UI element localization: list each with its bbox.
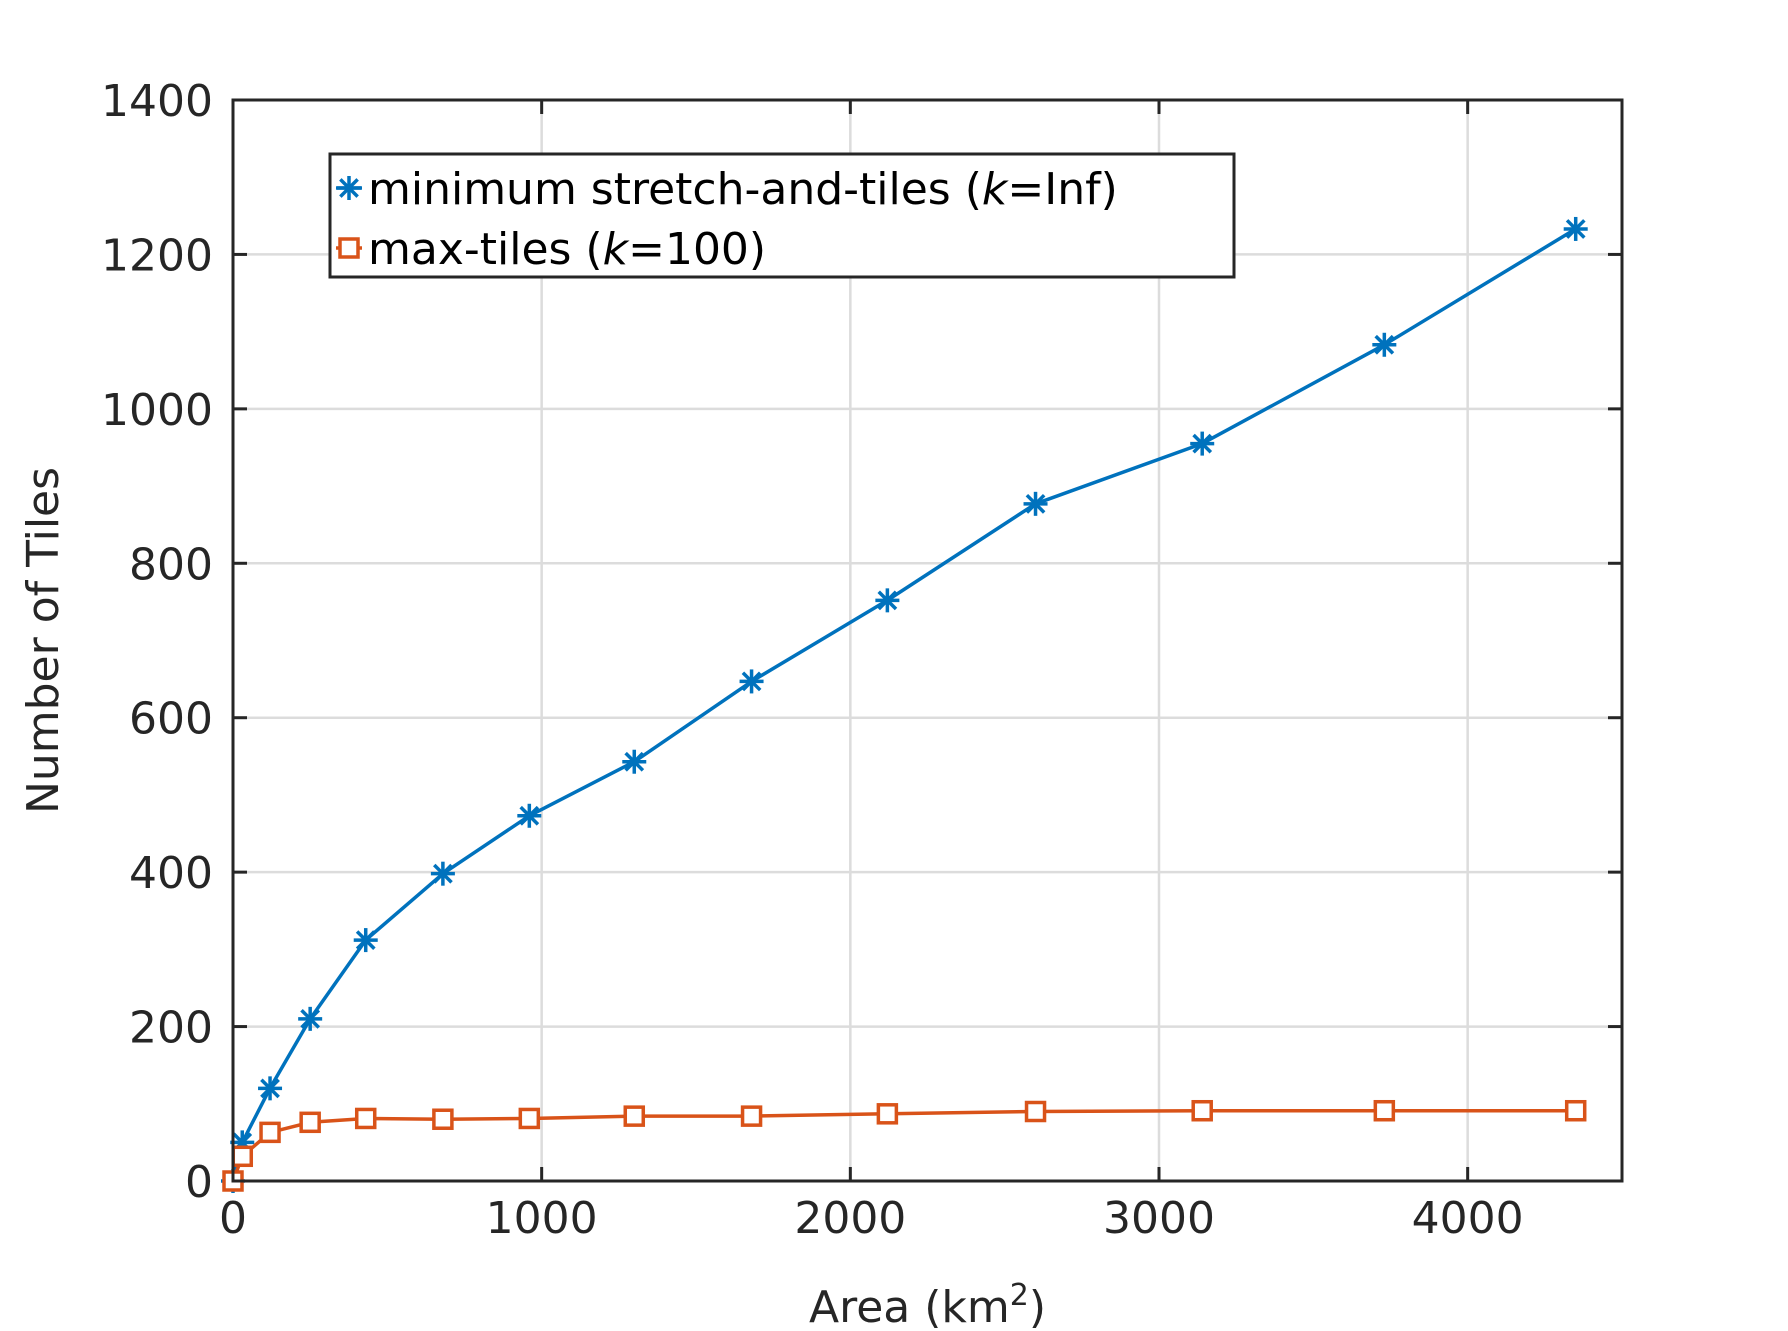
data-point <box>432 1108 454 1130</box>
data-point <box>1564 1099 1587 1122</box>
series-1 <box>221 216 1588 1193</box>
y-tick-label: 200 <box>129 1003 213 1054</box>
legend-marker <box>338 237 360 259</box>
legend-marker <box>337 176 361 200</box>
data-point <box>875 588 900 613</box>
legend-label: minimum stretch-and-tiles (k=Inf) <box>368 164 1118 215</box>
x-tick-label: 1000 <box>486 1193 598 1244</box>
y-tick-label: 800 <box>129 539 213 590</box>
x-axis-title: Area (km2) <box>809 1278 1046 1331</box>
y-tick-label: 400 <box>129 848 213 899</box>
data-point <box>1373 1099 1396 1122</box>
data-point <box>299 1111 321 1134</box>
data-point <box>430 861 455 886</box>
x-tick-label: 2000 <box>794 1193 906 1244</box>
data-point <box>298 1006 323 1031</box>
legend-label: max-tiles (k=100) <box>368 224 766 275</box>
y-tick-label: 600 <box>129 694 213 745</box>
series-line <box>231 227 1577 1182</box>
x-tick-label: 4000 <box>1412 1193 1524 1244</box>
data-point <box>622 749 647 774</box>
y-tick-label: 1200 <box>101 230 213 281</box>
data-point <box>1024 1100 1047 1123</box>
x-axis-title-superscript: 2 <box>1010 1278 1029 1313</box>
ticks: 0 1000 2000 3000 4000 0 200 400 600 800 1000 1200 14… <box>101 76 1622 1244</box>
data-point <box>876 1103 899 1125</box>
legend-item: max-tiles (k=100) <box>336 224 766 275</box>
data-point <box>1191 1099 1213 1122</box>
data-point <box>518 1107 541 1130</box>
legend-box <box>328 152 1236 279</box>
data-point <box>740 1105 763 1127</box>
legend-item: minimum stretch-and-tiles (k=Inf) <box>336 164 1118 215</box>
data-point <box>1190 431 1215 456</box>
x-tick-label: 3000 <box>1103 1193 1215 1244</box>
data-point <box>354 1107 377 1130</box>
data-point <box>1372 332 1397 357</box>
data-point <box>259 1121 281 1144</box>
data-point <box>353 928 378 953</box>
data-point <box>1023 491 1048 516</box>
y-tick-label: 1000 <box>101 385 213 436</box>
y-axis-title: Number of Tiles <box>18 467 69 814</box>
y-tick-label: 1400 <box>101 76 213 127</box>
series-2 <box>222 1099 1587 1192</box>
data-point <box>1563 216 1588 241</box>
grid <box>233 100 1622 1181</box>
y-tick-label: 0 <box>185 1157 213 1208</box>
data-point <box>231 1145 254 1168</box>
plot-frame <box>231 98 1624 1183</box>
data-point <box>739 669 764 694</box>
x-axis-title-suffix: ) <box>1029 1282 1046 1331</box>
series-layer <box>221 216 1588 1193</box>
data-point <box>623 1105 646 1127</box>
data-point <box>517 803 542 828</box>
data-point <box>258 1076 283 1101</box>
legend: minimum stretch-and-tiles (k=Inf) max-til… <box>328 152 1236 279</box>
x-tick-label: 0 <box>219 1193 247 1244</box>
